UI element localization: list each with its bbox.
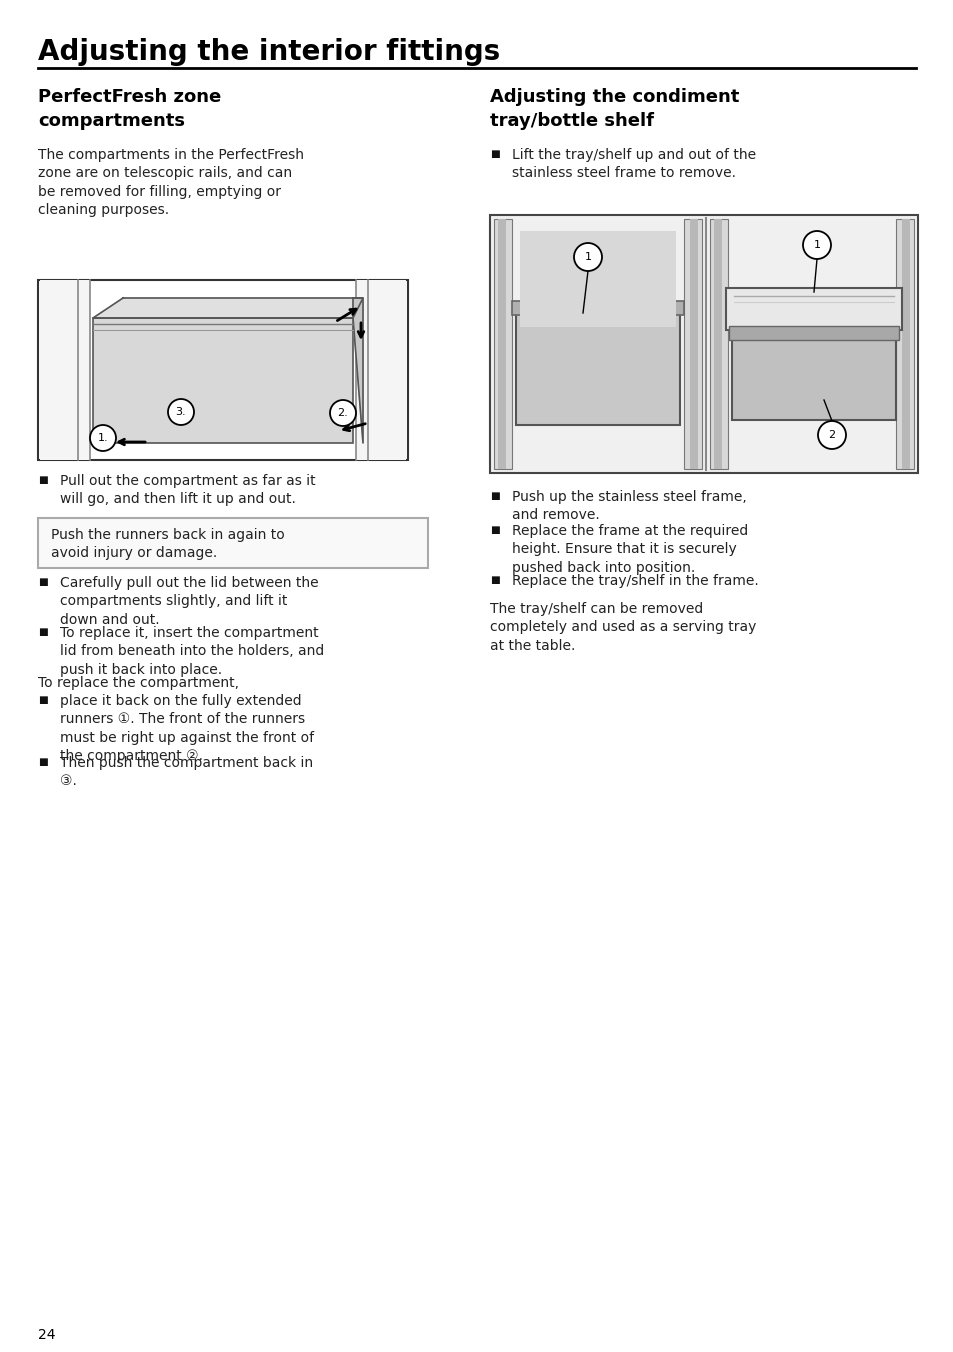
Bar [725, 288, 901, 330]
Text: ■: ■ [490, 149, 499, 160]
Bar [709, 219, 727, 469]
Text: To replace it, insert the compartment
lid from beneath into the holders, and
pus: To replace it, insert the compartment li… [60, 626, 324, 677]
Bar [516, 306, 679, 425]
Text: ■: ■ [38, 577, 48, 587]
Text: 2: 2 [827, 430, 835, 439]
Circle shape [817, 420, 845, 449]
Text: ■: ■ [490, 575, 499, 585]
Text: Carefully pull out the lid between the
compartments slightly, and lift it
down a: Carefully pull out the lid between the c… [60, 576, 318, 627]
FancyBboxPatch shape [38, 518, 428, 568]
Text: 2.: 2. [337, 408, 348, 418]
Bar [731, 330, 895, 420]
Polygon shape [353, 297, 363, 443]
Text: Adjusting the condiment
tray/bottle shelf: Adjusting the condiment tray/bottle shel… [490, 88, 739, 130]
Text: ■: ■ [490, 491, 499, 502]
Text: The compartments in the PerfectFresh
zone are on telescopic rails, and can
be re: The compartments in the PerfectFresh zon… [38, 147, 304, 218]
Text: The tray/shelf can be removed
completely and used as a serving tray
at the table: The tray/shelf can be removed completely… [490, 602, 756, 653]
Text: Adjusting the interior fittings: Adjusting the interior fittings [38, 38, 499, 66]
Text: 1.: 1. [97, 433, 109, 443]
Text: place it back on the fully extended
runners ①. The front of the runners
must be : place it back on the fully extended runn… [60, 694, 314, 763]
Bar [40, 280, 90, 460]
Bar [895, 219, 913, 469]
Bar [512, 301, 683, 315]
Text: Pull out the compartment as far as it
will go, and then lift it up and out.: Pull out the compartment as far as it wi… [60, 475, 315, 507]
Text: 1: 1 [584, 251, 591, 262]
Polygon shape [92, 297, 363, 318]
Bar [519, 231, 676, 327]
Text: 1: 1 [813, 241, 820, 250]
Bar [728, 326, 898, 339]
Bar [494, 219, 512, 469]
Text: Then push the compartment back in
③.: Then push the compartment back in ③. [60, 756, 313, 788]
Bar [92, 318, 353, 443]
Text: Replace the tray/shelf in the frame.: Replace the tray/shelf in the frame. [512, 575, 758, 588]
Bar [490, 215, 917, 473]
Circle shape [802, 231, 830, 260]
Circle shape [90, 425, 116, 452]
Circle shape [330, 400, 355, 426]
Bar [355, 280, 406, 460]
Circle shape [168, 399, 193, 425]
Bar [689, 219, 698, 469]
Text: To replace the compartment,: To replace the compartment, [38, 676, 239, 690]
Bar [38, 280, 408, 460]
Text: ■: ■ [38, 627, 48, 637]
Text: Replace the frame at the required
height. Ensure that it is securely
pushed back: Replace the frame at the required height… [512, 525, 747, 575]
Text: Lift the tray/shelf up and out of the
stainless steel frame to remove.: Lift the tray/shelf up and out of the st… [512, 147, 756, 180]
Text: ■: ■ [38, 695, 48, 704]
Text: ■: ■ [38, 475, 48, 485]
Text: Push up the stainless steel frame,
and remove.: Push up the stainless steel frame, and r… [512, 489, 746, 522]
Text: Push the runners back in again to
avoid injury or damage.: Push the runners back in again to avoid … [51, 529, 284, 560]
Text: 3.: 3. [175, 407, 186, 416]
Text: 24: 24 [38, 1328, 55, 1343]
Bar [683, 219, 701, 469]
Text: PerfectFresh zone
compartments: PerfectFresh zone compartments [38, 88, 221, 130]
Bar [713, 219, 721, 469]
Text: ■: ■ [490, 525, 499, 535]
Circle shape [574, 243, 601, 270]
Bar [497, 219, 505, 469]
Bar [901, 219, 909, 469]
Text: ■: ■ [38, 757, 48, 767]
